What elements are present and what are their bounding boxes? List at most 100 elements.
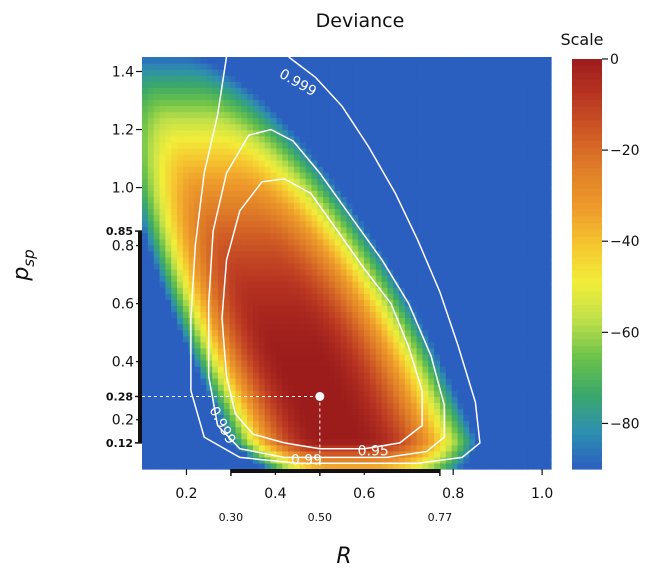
heatmap-cell: [510, 99, 517, 107]
heatmap-cell: [533, 323, 540, 331]
heatmap-cell: [147, 172, 155, 179]
heatmap-cell: [206, 105, 213, 113]
heatmap-cell: [188, 414, 196, 422]
heatmap-cell: [317, 153, 324, 161]
heatmap-cell: [282, 57, 289, 64]
heatmap-cell: [253, 281, 260, 288]
heatmap-cell: [434, 359, 441, 367]
heatmap-cell: [515, 250, 523, 258]
heatmap-cell: [276, 178, 283, 185]
heatmap-cell: [539, 135, 546, 143]
heatmap-cell: [270, 226, 277, 234]
heatmap-cell: [404, 396, 412, 403]
heatmap-cell: [293, 244, 301, 252]
heatmap-cell: [510, 305, 517, 313]
heatmap-cell: [375, 384, 383, 391]
heatmap-cell: [282, 208, 289, 216]
heatmap-cell: [147, 456, 155, 464]
heatmap-cell: [457, 438, 464, 446]
heatmap-cell: [381, 378, 388, 385]
heatmap-cell: [451, 269, 459, 276]
heatmap-cell: [264, 317, 272, 325]
heatmap-cell: [235, 263, 242, 270]
heatmap-cell: [159, 341, 166, 349]
heatmap-cell: [188, 135, 196, 143]
heatmap-cell: [142, 269, 149, 276]
heatmap-cell: [235, 123, 242, 131]
heatmap-cell: [235, 299, 242, 307]
heatmap-cell: [217, 390, 225, 397]
heatmap-cell: [293, 402, 301, 410]
heatmap-cell: [475, 275, 482, 282]
heatmap-cell: [439, 226, 447, 234]
heatmap-cell: [328, 256, 336, 264]
heatmap-cell: [510, 123, 517, 131]
heatmap-cell: [451, 238, 459, 246]
colorbar-band: [572, 434, 602, 443]
heatmap-cell: [206, 196, 213, 204]
heatmap-cell: [393, 341, 400, 349]
heatmap-cell: [165, 311, 172, 319]
heatmap-cell: [416, 269, 424, 276]
heatmap-cell: [323, 238, 330, 246]
heatmap-cell: [381, 202, 388, 210]
heatmap-cell: [182, 329, 190, 337]
heatmap-cell: [527, 390, 535, 397]
heatmap-cell: [352, 238, 359, 246]
heatmap-cell: [375, 329, 383, 337]
heatmap-cell: [399, 178, 406, 185]
heatmap-cell: [293, 414, 301, 422]
heatmap-cell: [264, 293, 272, 300]
heatmap-cell: [451, 105, 459, 113]
heatmap-cell: [510, 269, 517, 276]
heatmap-cell: [399, 244, 406, 252]
heatmap-cell: [381, 160, 388, 167]
heatmap-cell: [171, 420, 178, 428]
colorbar-band: [572, 65, 602, 74]
heatmap-cell: [153, 341, 161, 349]
heatmap-cell: [369, 299, 377, 307]
heatmap-cell: [270, 444, 277, 452]
heatmap-cell: [428, 341, 435, 349]
heatmap-cell: [182, 263, 190, 270]
heatmap-cell: [358, 317, 365, 325]
heatmap-cell: [328, 402, 336, 410]
heatmap-cell: [451, 81, 459, 88]
heatmap-cell: [469, 196, 476, 204]
heatmap-cell: [270, 341, 277, 349]
heatmap-cell: [533, 269, 540, 276]
colorbar-band: [572, 229, 602, 238]
heatmap-cell: [159, 87, 166, 94]
heatmap-cell: [299, 462, 307, 470]
heatmap-cell: [515, 184, 523, 191]
heatmap-cell: [387, 105, 394, 113]
heatmap-cell: [410, 335, 418, 343]
heatmap-cell: [241, 172, 248, 179]
heatmap-cell: [253, 372, 260, 379]
heatmap-cell: [364, 281, 371, 288]
heatmap-cell: [393, 244, 400, 252]
heatmap-cell: [486, 226, 494, 234]
heatmap-cell: [159, 311, 166, 319]
heatmap-cell: [340, 353, 348, 361]
heatmap-cell: [410, 190, 418, 197]
heatmap-cell: [399, 281, 406, 288]
heatmap-cell: [188, 196, 196, 204]
heatmap-cell: [521, 329, 529, 337]
heatmap-cell: [375, 232, 383, 240]
heatmap-cell: [358, 214, 365, 222]
heatmap-cell: [182, 372, 190, 379]
heatmap-cell: [311, 226, 318, 234]
heatmap-cell: [375, 450, 383, 458]
heatmap-cell: [375, 256, 383, 264]
heatmap-cell: [171, 190, 178, 197]
heatmap-cell: [387, 263, 394, 270]
colorbar-band: [572, 359, 602, 368]
heatmap-cell: [364, 129, 371, 137]
heatmap-cell: [217, 184, 225, 191]
heatmap-cell: [364, 208, 371, 216]
heatmap-cell: [299, 323, 307, 331]
heatmap-cell: [416, 135, 424, 143]
heatmap-cell: [223, 402, 231, 410]
heatmap-cell: [428, 214, 435, 222]
